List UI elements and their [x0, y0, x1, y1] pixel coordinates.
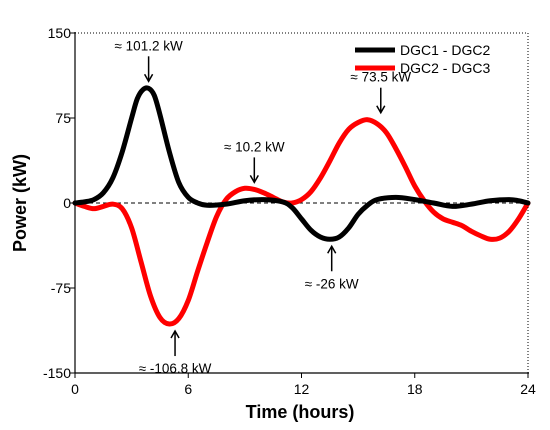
annotation-label: ≈ 10.2 kW — [224, 139, 285, 154]
annotation: ≈ 73.5 kW — [350, 70, 411, 115]
annotation: ≈ 101.2 kW — [115, 38, 183, 83]
annotation-arrowhead — [249, 175, 259, 184]
series-line-dgc2-dgc3 — [72, 117, 531, 327]
series-line-dgc1-dgc2 — [72, 85, 531, 242]
annotation-arrowhead — [143, 73, 154, 83]
x-axis-title: Time (hours) — [246, 402, 355, 422]
x-tick-label: 12 — [294, 381, 310, 397]
annotation-label: ≈ -106.8 kW — [139, 361, 212, 376]
annotation-arrowhead — [376, 105, 386, 115]
legend-item: DGC1 - DGC2 — [355, 42, 490, 58]
legend-label: DGC2 - DGC3 — [400, 60, 490, 76]
y-tick-label: -75 — [51, 280, 71, 296]
y-tick-label: 75 — [55, 110, 71, 126]
y-tick-label: 0 — [63, 195, 71, 211]
annotation-label: ≈ 73.5 kW — [350, 70, 411, 85]
x-tick-label: 18 — [407, 381, 423, 397]
annotation: ≈ 10.2 kW — [224, 139, 285, 184]
y-axis-title: Power (kW) — [10, 154, 30, 252]
annotation-label: ≈ -26 kW — [305, 276, 359, 291]
x-tick-label: 6 — [184, 381, 192, 397]
y-tick-label: 150 — [48, 25, 72, 41]
annotation-arrowhead — [327, 244, 337, 254]
x-tick-label: 24 — [520, 381, 536, 397]
annotation-arrowhead — [170, 329, 180, 339]
legend-label: DGC1 - DGC2 — [400, 42, 490, 58]
annotation-label: ≈ 101.2 kW — [115, 38, 183, 53]
y-tick-label: -150 — [43, 365, 71, 381]
legend-item: DGC2 - DGC3 — [355, 60, 490, 76]
annotation: ≈ -106.8 kW — [139, 329, 212, 376]
x-tick-label: 0 — [71, 381, 79, 397]
annotation: ≈ -26 kW — [305, 244, 359, 291]
